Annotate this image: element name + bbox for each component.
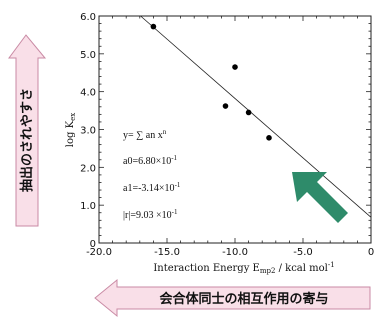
x-tick-label: 0 [368, 247, 374, 258]
y-tick-label: 5.0 [80, 50, 96, 61]
y-tick-label: 1.0 [80, 201, 96, 212]
equation-text: y= ∑ an xn [123, 128, 167, 141]
a1-text: a1=-3.14×10-1 [123, 181, 181, 194]
data-point [245, 109, 252, 116]
y-tick-label: 0 [90, 239, 96, 250]
x-tick-labels: -20.0 -15.0 -10.0 -5.0 0 [86, 247, 374, 258]
r-text: |r|=9.03 ×10-1 [123, 208, 178, 221]
y-tick-label: 4.0 [80, 88, 96, 99]
data-points [150, 23, 272, 141]
horizontal-arrow: 会合体同士の相互作用の寄与 [94, 278, 371, 318]
vertical-arrow-label: 抽出のされやすさ [19, 88, 35, 192]
green-arrow [292, 172, 348, 223]
vertical-arrow-shape [8, 34, 47, 227]
y-axis-title: log Kex [65, 113, 77, 147]
horizontal-arrow-shape [94, 278, 371, 318]
a0-text: a0=6.80×10-1 [123, 154, 178, 167]
tick-marks [98, 15, 372, 244]
vertical-arrow: 抽出のされやすさ [8, 34, 47, 227]
data-point [266, 135, 272, 141]
data-point [150, 23, 157, 30]
y-tick-label: 6.0 [80, 12, 96, 23]
horizontal-arrow-label: 会合体同士の相互作用の寄与 [159, 291, 328, 307]
fit-annotations: y= ∑ an xn a0=6.80×10-1 a1=-3.14×10-1 |r… [123, 128, 181, 221]
y-tick-label: 3.0 [80, 126, 96, 137]
y-tick-label: 2.0 [80, 163, 96, 174]
x-tick-label: -10.0 [222, 247, 248, 258]
x-axis-title: Interaction Energy Emp2 / kcal mol-1 [153, 261, 334, 275]
y-tick-labels: 0 1.0 2.0 3.0 4.0 5.0 6.0 [80, 12, 96, 250]
x-tick-label: -15.0 [154, 247, 180, 258]
green-arrow-shape [292, 172, 348, 223]
x-tick-label: -20.0 [86, 247, 112, 258]
fit-line [140, 15, 372, 218]
data-point [222, 103, 229, 109]
x-tick-label: -5.0 [293, 247, 313, 258]
data-point [232, 64, 238, 70]
